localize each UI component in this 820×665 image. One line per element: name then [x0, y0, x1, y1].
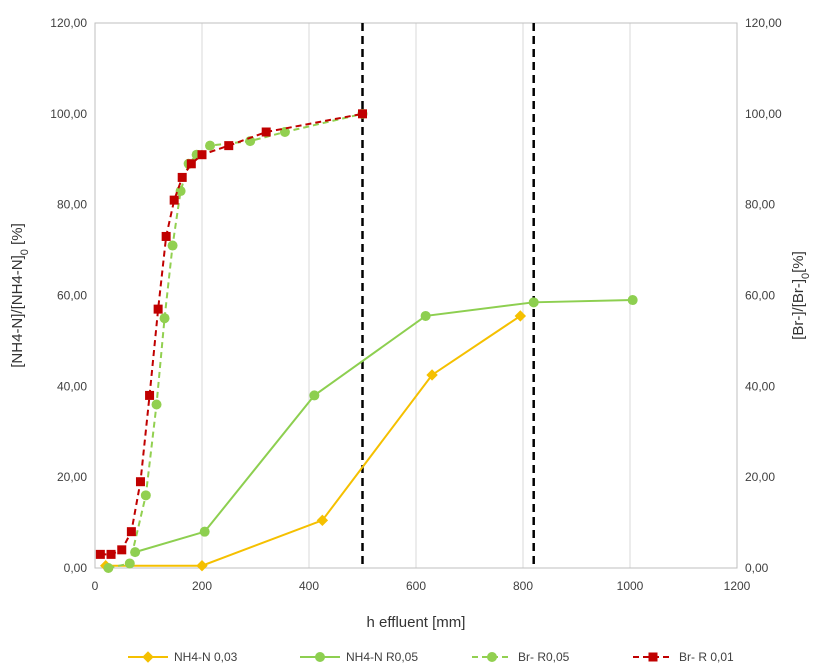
- data-point: [279, 127, 290, 137]
- y-tick-label-right: 60,00: [745, 289, 775, 303]
- data-point: [426, 369, 438, 381]
- data-point: [159, 313, 170, 324]
- series-nh4-n-r0-05: [130, 295, 638, 558]
- y-tick-label-left: 80,00: [57, 198, 87, 212]
- data-point: [514, 310, 527, 322]
- y-tick-label-right: 80,00: [745, 198, 775, 212]
- y-tick-label-right: 20,00: [745, 470, 775, 484]
- series-nh4-n-0-03: [99, 310, 527, 572]
- data-point: [169, 195, 179, 205]
- data-point: [196, 560, 208, 572]
- data-point: [124, 558, 135, 569]
- grid: [94, 23, 738, 568]
- data-point: [177, 172, 187, 182]
- data-point: [205, 140, 216, 151]
- y-tick-label-right: 120,00: [745, 16, 782, 30]
- legend-item: Br- R 0,01: [633, 650, 734, 664]
- tick-labels: 0,00 0,00 20,00 20,00 40,00 40,00 60,00 60,00 80…: [50, 16, 782, 593]
- x-tick-label: 800: [513, 579, 533, 593]
- plot-area: [94, 22, 738, 569]
- data-point: [161, 231, 171, 241]
- legend-label: Br- R0,05: [518, 650, 570, 664]
- legend-label: NH4-N R0,05: [346, 650, 418, 664]
- y-axis-right-title: [Br-]/[Br-]0[%]: [790, 251, 812, 340]
- reference-lines: [361, 23, 535, 568]
- data-point: [199, 526, 210, 537]
- data-point: [117, 545, 127, 555]
- x-axis-title: h effluent [mm]: [367, 614, 466, 631]
- y-tick-label-left: 60,00: [57, 289, 87, 303]
- data-point: [135, 477, 145, 487]
- series-group: [95, 108, 638, 573]
- legend: NH4-N 0,03 NH4-N R0,05 Br- R0,05 Br- R 0,01: [128, 650, 734, 664]
- data-point: [103, 563, 114, 573]
- data-point: [309, 390, 320, 401]
- data-point: [420, 310, 431, 321]
- series-br-r0-05: [103, 108, 368, 573]
- data-point: [224, 141, 234, 151]
- series-br-r-0-01: [95, 109, 367, 559]
- y-tick-label-right: 40,00: [745, 379, 775, 393]
- legend-label: Br- R 0,01: [679, 650, 734, 664]
- data-point: [487, 652, 497, 662]
- legend-label: NH4-N 0,03: [174, 650, 238, 664]
- y-tick-label-right: 0,00: [745, 561, 769, 575]
- legend-item: NH4-N 0,03: [128, 650, 238, 664]
- x-tick-label: 0: [92, 579, 99, 593]
- data-point: [528, 297, 539, 308]
- data-point: [145, 390, 155, 400]
- data-point: [106, 549, 116, 559]
- data-point: [197, 150, 207, 160]
- data-point: [140, 490, 151, 501]
- data-point: [315, 652, 325, 662]
- x-tick-label: 1200: [724, 579, 751, 593]
- data-point: [175, 186, 186, 197]
- series-line: [100, 112, 363, 556]
- y-tick-label-left: 20,00: [57, 470, 87, 484]
- series-line: [134, 299, 633, 554]
- x-tick-label: 400: [299, 579, 319, 593]
- legend-item: Br- R0,05: [472, 650, 570, 664]
- data-point: [167, 240, 178, 251]
- y-axis-left-title: [NH4-N]/[NH4-N]0 [%]: [9, 223, 31, 367]
- data-point: [95, 549, 105, 559]
- data-point: [358, 109, 367, 119]
- y-tick-label-left: 0,00: [64, 561, 88, 575]
- data-point: [151, 399, 162, 410]
- y-tick-label-left: 100,00: [50, 107, 87, 121]
- x-tick-label: 1000: [617, 579, 644, 593]
- data-point: [316, 514, 329, 527]
- x-tick-label: 600: [406, 579, 426, 593]
- data-point: [126, 527, 136, 537]
- data-point: [153, 304, 163, 314]
- y-tick-label-right: 100,00: [745, 107, 782, 121]
- data-point: [648, 652, 658, 662]
- series-line: [105, 315, 521, 567]
- y-tick-label-left: 40,00: [57, 379, 87, 393]
- legend-item: NH4-N R0,05: [300, 650, 418, 664]
- x-tick-label: 200: [192, 579, 212, 593]
- y-tick-label-left: 120,00: [50, 16, 87, 30]
- data-point: [142, 651, 154, 663]
- data-point: [627, 295, 638, 306]
- data-point: [186, 159, 196, 169]
- data-point: [261, 127, 271, 137]
